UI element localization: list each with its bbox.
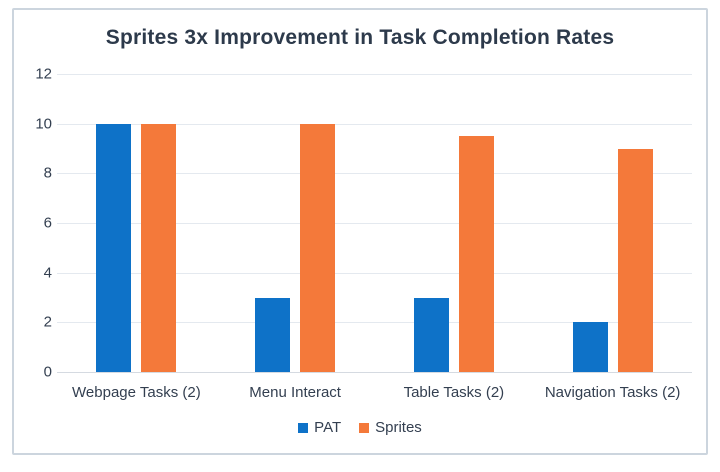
- x-category-label: Webpage Tasks (2): [72, 384, 201, 401]
- y-tick-label: 2: [43, 313, 52, 331]
- chart-title: Sprites 3x Improvement in Task Completio…: [105, 26, 615, 49]
- plot-area: [57, 74, 692, 373]
- gridline: [57, 223, 692, 224]
- bar-pat: [96, 123, 132, 372]
- chart-container: Sprites 3x Improvement in Task Completio…: [12, 8, 708, 455]
- legend-item-sprites: Sprites: [359, 419, 422, 436]
- y-tick-label: 10: [35, 115, 52, 133]
- bar-pat: [413, 297, 449, 372]
- legend-swatch-icon: [359, 422, 370, 433]
- bar-sprites: [458, 136, 494, 372]
- bar-group: [533, 74, 692, 372]
- gridline: [57, 74, 692, 75]
- bar-group: [375, 74, 534, 372]
- legend-swatch-icon: [298, 422, 309, 433]
- y-tick-label: 0: [43, 363, 52, 381]
- y-tick-label: 4: [43, 264, 52, 282]
- legend-item-pat: PAT: [298, 419, 341, 436]
- x-category-label: Navigation Tasks (2): [544, 384, 681, 401]
- legend: PAT Sprites: [14, 419, 706, 436]
- bar-pat: [572, 322, 608, 372]
- bar-sprites: [617, 148, 653, 372]
- bar-sprites: [300, 123, 336, 372]
- x-category-label: Table Tasks (2): [403, 384, 505, 401]
- y-tick-label: 6: [43, 214, 52, 232]
- gridline: [57, 173, 692, 175]
- x-category-label: Menu Interact: [249, 384, 341, 401]
- bar-group: [216, 74, 375, 372]
- y-tick-label: 8: [43, 164, 52, 182]
- x-axis-labels: Webpage Tasks (2) Menu Interact Table Task…: [57, 384, 692, 401]
- legend-label: PAT: [314, 419, 342, 436]
- gridline: [57, 372, 692, 373]
- bar-sprites: [141, 123, 177, 372]
- bar-pat: [255, 297, 291, 372]
- y-tick-label: 12: [35, 65, 52, 83]
- bar-group: [57, 74, 216, 372]
- gridline: [57, 322, 692, 324]
- bar-groups: [57, 74, 692, 372]
- legend-label: Sprites: [375, 419, 422, 436]
- y-axis-ticks: 0 2 4 6 8 10 12: [14, 66, 52, 381]
- gridline: [57, 123, 692, 125]
- gridline: [57, 272, 692, 274]
